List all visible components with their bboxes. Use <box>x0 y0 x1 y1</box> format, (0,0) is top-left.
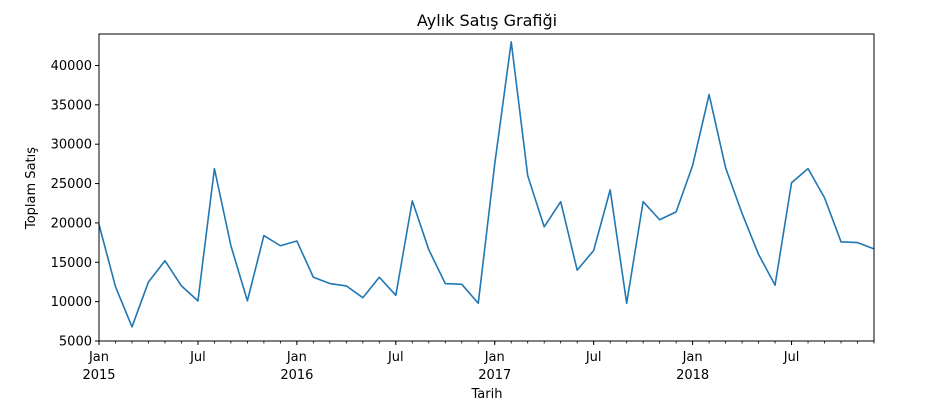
x-tick-label: Jan <box>286 350 307 365</box>
y-tick-label: 5000 <box>59 335 92 350</box>
x-tick-label: Jul <box>189 350 206 365</box>
x-tick-label: Jul <box>783 350 800 365</box>
chart-title: Aylık Satış Grafiği <box>417 11 557 30</box>
x-tick-year-label: 2017 <box>478 368 511 383</box>
series-line-0 <box>98 41 875 328</box>
y-axis: 5000 10000 15000 20000 25000 30000 35000 40000 <box>51 59 99 350</box>
y-tick-label: 20000 <box>51 216 92 231</box>
y-tick-label: 10000 <box>51 295 92 310</box>
y-tick-label: 25000 <box>51 177 92 192</box>
x-tick-label: Jan <box>484 350 505 365</box>
x-tick-label: Jul <box>585 350 602 365</box>
y-tick-label: 15000 <box>51 256 92 271</box>
y-tick-label: 40000 <box>51 59 92 74</box>
x-tick-label: Jan <box>682 350 703 365</box>
x-tick-year-label: 2018 <box>676 368 709 383</box>
plot-area <box>98 41 875 328</box>
x-tick-year-label: 2015 <box>82 368 115 383</box>
x-tick-year-label: 2016 <box>280 368 313 383</box>
y-tick-label: 35000 <box>51 98 92 113</box>
plot-frame <box>98 33 875 342</box>
x-axis: Jan 2015 Jul Jan 2016 Jul Jan 2017 Jul Jan 2018 Jul <box>82 341 875 383</box>
y-axis-label: Toplam Satış <box>24 147 39 230</box>
x-tick-label: Jul <box>387 350 404 365</box>
x-tick-label: Jan <box>88 350 109 365</box>
y-tick-label: 30000 <box>51 138 92 153</box>
x-axis-label: Tarih <box>471 387 503 402</box>
